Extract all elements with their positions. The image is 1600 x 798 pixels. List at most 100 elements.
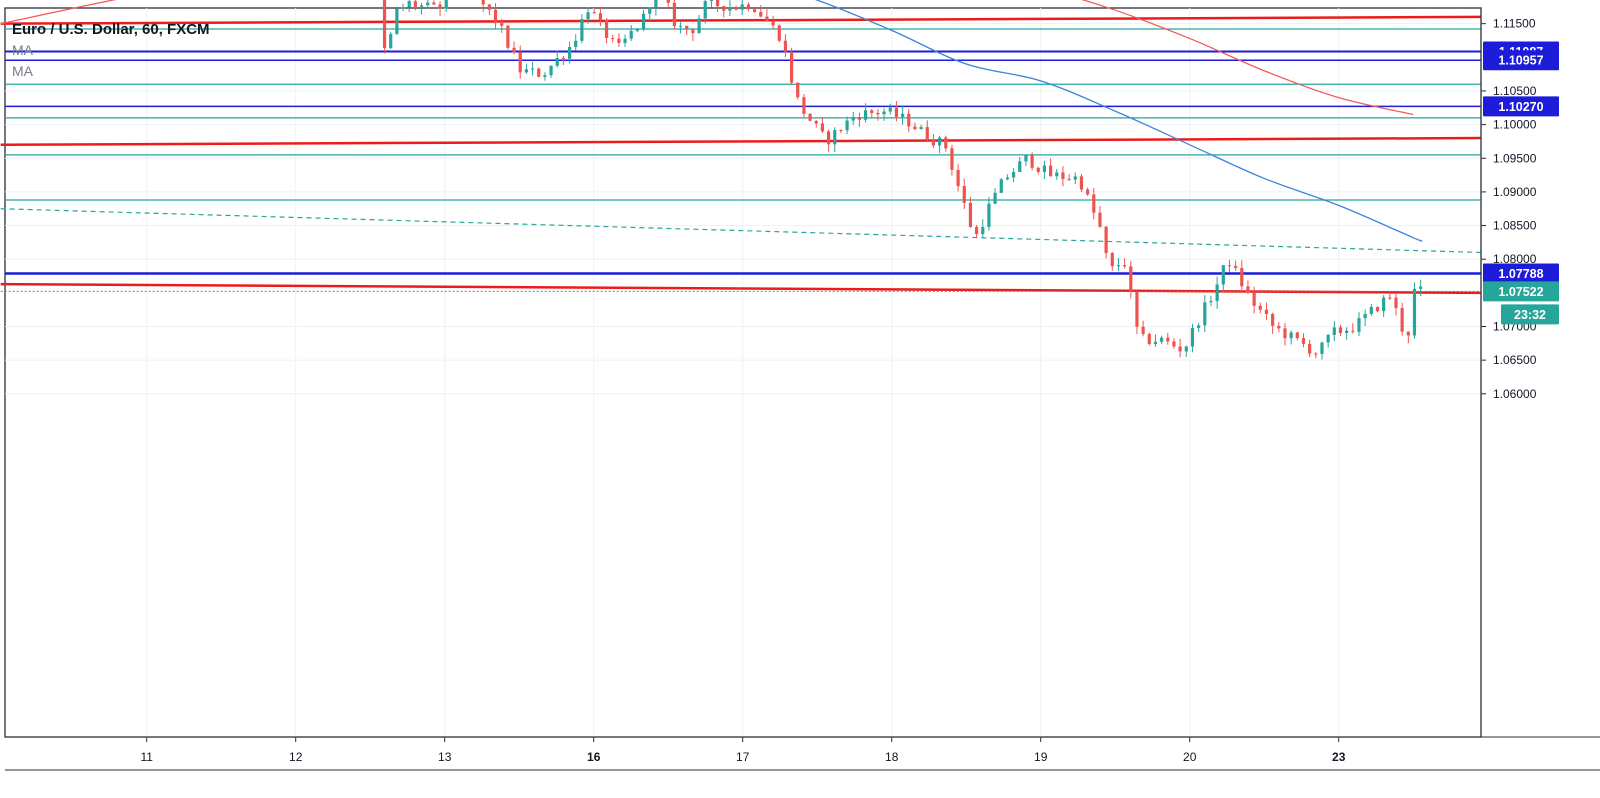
- candle-body: [1073, 176, 1077, 180]
- candle: [1351, 323, 1355, 334]
- candle-body: [1320, 342, 1324, 354]
- candle-body: [734, 7, 738, 10]
- candle: [648, 6, 652, 22]
- candle-body: [543, 75, 547, 77]
- price-badge-box: [1483, 263, 1559, 284]
- candle: [1227, 259, 1232, 273]
- candle: [746, 2, 751, 12]
- candle: [1067, 174, 1071, 182]
- candle: [808, 113, 812, 122]
- y-tick-label: 1.10000: [1493, 118, 1537, 132]
- candle: [580, 14, 584, 44]
- candle: [999, 178, 1003, 193]
- candle-body: [598, 13, 602, 20]
- candle-body: [561, 57, 565, 59]
- candle: [987, 197, 991, 231]
- candle: [1153, 334, 1158, 347]
- candle: [826, 129, 831, 152]
- candle-body: [518, 52, 522, 73]
- candle: [956, 163, 960, 192]
- candle: [1221, 265, 1225, 293]
- candle-body: [808, 113, 812, 121]
- candle-body: [1166, 337, 1170, 342]
- price-badge: 1.07522: [1483, 281, 1559, 302]
- candle: [487, 4, 491, 16]
- candle: [888, 103, 892, 115]
- candle: [1332, 321, 1336, 342]
- candle: [407, 0, 411, 13]
- candle: [907, 108, 911, 133]
- candle-body: [1357, 318, 1361, 332]
- candle: [549, 65, 553, 78]
- candle-body: [931, 140, 936, 146]
- candle-body: [765, 16, 769, 22]
- candle-body: [444, 0, 448, 9]
- candle: [1326, 334, 1330, 348]
- candle: [586, 7, 590, 24]
- candle-body: [691, 29, 695, 34]
- candle-body: [1116, 265, 1121, 267]
- candle-body: [611, 37, 615, 39]
- candle: [857, 112, 862, 127]
- candle: [1234, 260, 1238, 271]
- candle-body: [1086, 189, 1090, 195]
- candle: [814, 120, 818, 128]
- candle: [789, 47, 794, 85]
- candle: [1166, 332, 1170, 345]
- ma-indicator-label-2[interactable]: MA: [12, 63, 34, 79]
- candle-body: [580, 19, 584, 41]
- candle-body: [419, 5, 424, 7]
- candle: [426, 0, 430, 9]
- candle-body: [1147, 333, 1151, 344]
- candle-body: [1394, 297, 1398, 309]
- candle-body: [839, 130, 843, 132]
- candle-body: [1197, 325, 1201, 328]
- candle-body: [987, 203, 991, 227]
- candle: [715, 0, 720, 12]
- ma-indicator-label-1[interactable]: MA: [12, 42, 34, 58]
- candle-body: [938, 137, 942, 146]
- candle-body: [648, 7, 652, 14]
- candle: [641, 9, 646, 32]
- candle-body: [617, 38, 621, 43]
- candle: [524, 63, 528, 74]
- candle: [382, 0, 387, 54]
- candle-body: [1314, 353, 1318, 355]
- candle-body: [1190, 327, 1195, 347]
- candle-body: [1049, 165, 1053, 177]
- x-tick-label: 17: [736, 750, 750, 764]
- candle-body: [1289, 332, 1293, 339]
- candle: [894, 101, 899, 122]
- candle-body: [1227, 265, 1232, 267]
- candle-body: [907, 113, 911, 127]
- candle-body: [919, 127, 923, 130]
- candle: [1240, 260, 1244, 292]
- candle: [876, 109, 880, 121]
- candle-body: [1388, 297, 1392, 299]
- candle: [512, 41, 516, 55]
- price-badge: 1.10270: [1483, 96, 1559, 117]
- candle-body: [1005, 177, 1010, 180]
- candle: [1363, 309, 1367, 326]
- candle: [882, 108, 886, 121]
- candle-body: [962, 186, 966, 203]
- candle: [851, 111, 855, 125]
- candle-body: [1141, 326, 1145, 334]
- candle-body: [1030, 155, 1034, 168]
- candle: [709, 0, 714, 8]
- candle: [1123, 258, 1127, 269]
- candle: [629, 25, 633, 42]
- candle: [1283, 322, 1287, 346]
- candle: [771, 15, 775, 29]
- candle: [1073, 172, 1077, 185]
- candle: [993, 188, 997, 205]
- candle: [1289, 330, 1293, 345]
- candle: [1098, 205, 1102, 228]
- candle-body: [395, 8, 399, 34]
- candle-body: [666, 0, 670, 3]
- candle-body: [913, 126, 917, 130]
- candle-body: [833, 130, 837, 145]
- candle: [1129, 260, 1133, 299]
